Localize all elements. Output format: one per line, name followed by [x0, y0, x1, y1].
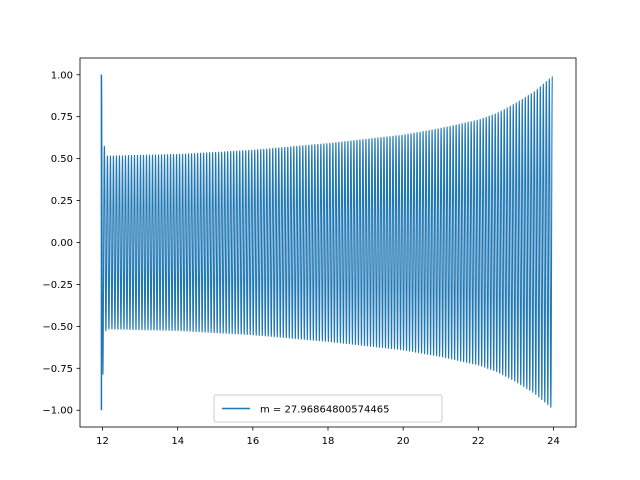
x-tick-label: 18 [322, 436, 335, 447]
x-tick-label: 14 [171, 436, 184, 447]
x-tick-label: 24 [547, 436, 560, 447]
x-tick-label: 16 [246, 436, 259, 447]
y-tick-label: −1.00 [42, 406, 73, 417]
y-tick-label: 0.75 [51, 112, 73, 123]
series-line [100, 74, 553, 408]
y-tick-label: 0.25 [51, 196, 73, 207]
x-tick-label: 20 [397, 436, 410, 447]
y-tick-label: −0.25 [42, 280, 73, 291]
y-tick-label: 0.50 [51, 154, 73, 165]
y-tick-label: 1.00 [51, 70, 73, 81]
y-tick-label: −0.50 [42, 322, 73, 333]
legend-box [213, 394, 443, 423]
x-tick-label: 22 [472, 436, 485, 447]
legend-label: m = 27.96864800574465 [260, 405, 389, 416]
plot-area [100, 74, 553, 411]
x-tick-label: 12 [96, 436, 109, 447]
y-tick-label: −0.75 [42, 364, 73, 375]
y-tick-label: 0.00 [51, 238, 73, 249]
axes: 12 14 16 18 20 22 24 1.00 0.75 0.50 0.25 0.00 −0.25 −… [42, 57, 577, 447]
legend: m = 27.96864800574465 [213, 394, 443, 423]
